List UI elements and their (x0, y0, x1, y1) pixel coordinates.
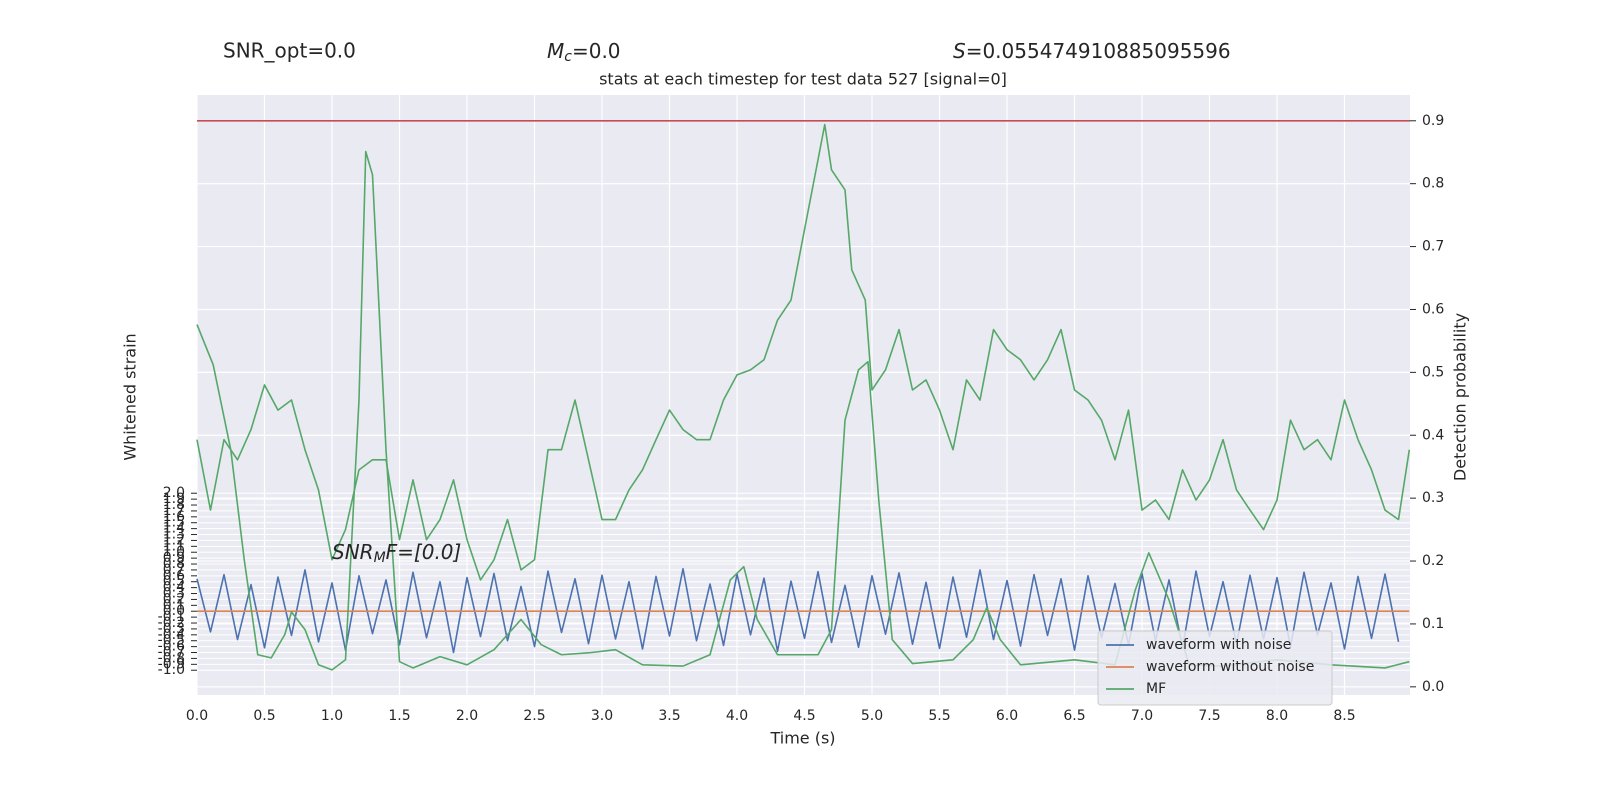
y2-tick-label: 0.2 (1422, 553, 1444, 569)
x-tick-label: 8.0 (1266, 708, 1288, 724)
legend: waveform with noise waveform without nois… (1097, 630, 1333, 706)
mc-base: M (547, 39, 564, 63)
y-tick-label: 0.6 (163, 568, 185, 584)
y-tick-label: 1.5 (163, 515, 185, 531)
chirp-mass: Mc=0.0 (547, 39, 621, 66)
y-tick-label: 1.2 (163, 532, 185, 548)
y-tick-label: 0.8 (163, 556, 185, 572)
y-tick-label: 1.0 (163, 544, 185, 560)
y-axis-label: Whitened strain (121, 333, 140, 460)
y2-tick-label: 0.1 (1422, 616, 1444, 632)
y2-tick-label: 0.3 (1422, 490, 1444, 506)
legend-label: MF (1146, 681, 1166, 697)
annotation: SNRMF=[0.0] (332, 540, 461, 567)
y-tick-label: -0.7 (158, 645, 185, 661)
y-tick-label: -0.5 (158, 633, 185, 649)
s-stat: S=0.055474910885095596 (953, 39, 1231, 63)
y-tick-label: 1.7 (163, 503, 185, 519)
y2-tick-label: 0.6 (1422, 301, 1444, 317)
x-tick-label: 6.5 (1063, 708, 1085, 724)
x-tick-label: 0.0 (186, 708, 208, 724)
x-tick-label: 2.5 (523, 708, 545, 724)
y2-tick-label: 0.7 (1422, 239, 1444, 255)
x-tick-label: 1.5 (388, 708, 410, 724)
x-tick-label: 1.0 (321, 708, 343, 724)
y-tick-label: -0.3 (158, 621, 185, 637)
legend-box (1097, 630, 1333, 706)
ticks: 0.0 0.5 1.0 1.5 2.0 2.5 3.0 3.5 4.0 4.5 5.0 5.5 6.0 6… (158, 113, 1445, 724)
y-tick-label: -1.0 (158, 662, 185, 678)
x-tick-label: 4.5 (793, 708, 815, 724)
y-tick-label: 0.7 (163, 562, 185, 578)
y-tick-label: -0.9 (158, 656, 185, 672)
y-tick-label: 1.1 (163, 538, 185, 554)
x-tick-label: 2.0 (456, 708, 478, 724)
ann-rest: F=[0.0] (386, 540, 462, 564)
ann-sub: M (374, 550, 386, 566)
x-tick-label: 7.5 (1198, 708, 1220, 724)
chart-title: stats at each timestep for test data 527… (599, 70, 1007, 89)
s-rest: =0.055474910885095596 (966, 39, 1231, 63)
x-tick-label: 7.0 (1131, 708, 1153, 724)
s-base: S (953, 39, 966, 63)
mc-rest: =0.0 (572, 39, 621, 63)
y-tick-label: 0.2 (163, 591, 185, 607)
y2-tick-label: 0.8 (1422, 176, 1444, 192)
y-tick-label: 0.5 (163, 574, 185, 590)
x-tick-label: 4.0 (726, 708, 748, 724)
y-tick-label: 1.9 (163, 491, 185, 507)
y-tick-label: -0.4 (158, 627, 185, 643)
y2-tick-label: 0.9 (1422, 113, 1444, 129)
y2-tick-label: 0.4 (1422, 427, 1444, 443)
x-axis-label: Time (s) (769, 729, 835, 748)
y-tick-label: 0.3 (163, 586, 185, 602)
x-tick-label: 6.0 (996, 708, 1018, 724)
ann-base: SNR (332, 540, 374, 564)
y2-tick-label: 0.5 (1422, 364, 1444, 380)
snr-opt: SNR_opt=0.0 (223, 39, 356, 63)
y-tick-label: -0.1 (158, 609, 185, 625)
y-tick-label: -0.6 (158, 639, 185, 655)
mc-sub: c (564, 49, 572, 65)
x-tick-label: 5.5 (928, 708, 950, 724)
series-line (196, 123, 1411, 581)
x-tick-label: 5.0 (861, 708, 883, 724)
y-tick-label: 0.9 (163, 550, 185, 566)
y-tick-label: 1.8 (163, 497, 185, 513)
legend-label: waveform with noise (1146, 637, 1291, 653)
y2-tick-label: 0.0 (1422, 679, 1444, 695)
legend-label: waveform without noise (1146, 659, 1314, 675)
x-tick-label: 8.5 (1333, 708, 1355, 724)
y2-axis-label: Detection probability (1451, 313, 1470, 481)
y-tick-label: 1.3 (163, 527, 185, 543)
x-tick-label: 3.0 (591, 708, 613, 724)
y-tick-label: 1.4 (163, 521, 185, 537)
y-tick-label: -0.8 (158, 650, 185, 666)
x-tick-label: 0.5 (253, 708, 275, 724)
y-tick-label: 2.0 (163, 485, 185, 501)
y-tick-label: 0.0 (163, 603, 185, 619)
y-tick-label: 0.4 (163, 580, 185, 596)
y-tick-label: 0.1 (163, 597, 185, 613)
x-tick-label: 3.5 (658, 708, 680, 724)
y-tick-label: -0.2 (158, 615, 185, 631)
y-tick-label: 1.6 (163, 509, 185, 525)
